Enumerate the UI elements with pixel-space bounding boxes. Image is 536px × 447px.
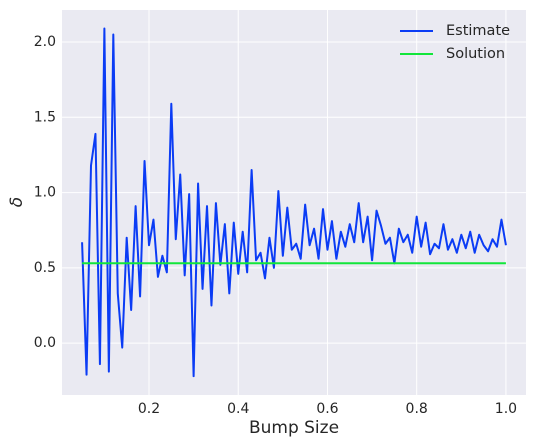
y-axis-label: δ	[7, 197, 27, 207]
x-tick-label: 0.2	[138, 401, 160, 417]
y-tick-label: 1.0	[34, 185, 56, 201]
legend-text: Solution	[446, 46, 505, 62]
y-tick-label: 2.0	[34, 34, 56, 50]
x-tick-label: 0.4	[227, 401, 249, 417]
y-tick-label: 0.0	[34, 335, 56, 351]
x-tick-label: 0.8	[406, 401, 428, 417]
legend-text: Estimate	[446, 23, 510, 39]
series-line	[81, 27, 507, 378]
plot-area	[62, 10, 526, 395]
x-axis-label: Bump Size	[249, 418, 339, 438]
x-tick-label: 1.0	[495, 401, 517, 417]
x-tick-label: 0.6	[316, 401, 338, 417]
y-tick-label: 0.5	[34, 260, 56, 276]
y-tick-label: 1.5	[34, 109, 56, 125]
